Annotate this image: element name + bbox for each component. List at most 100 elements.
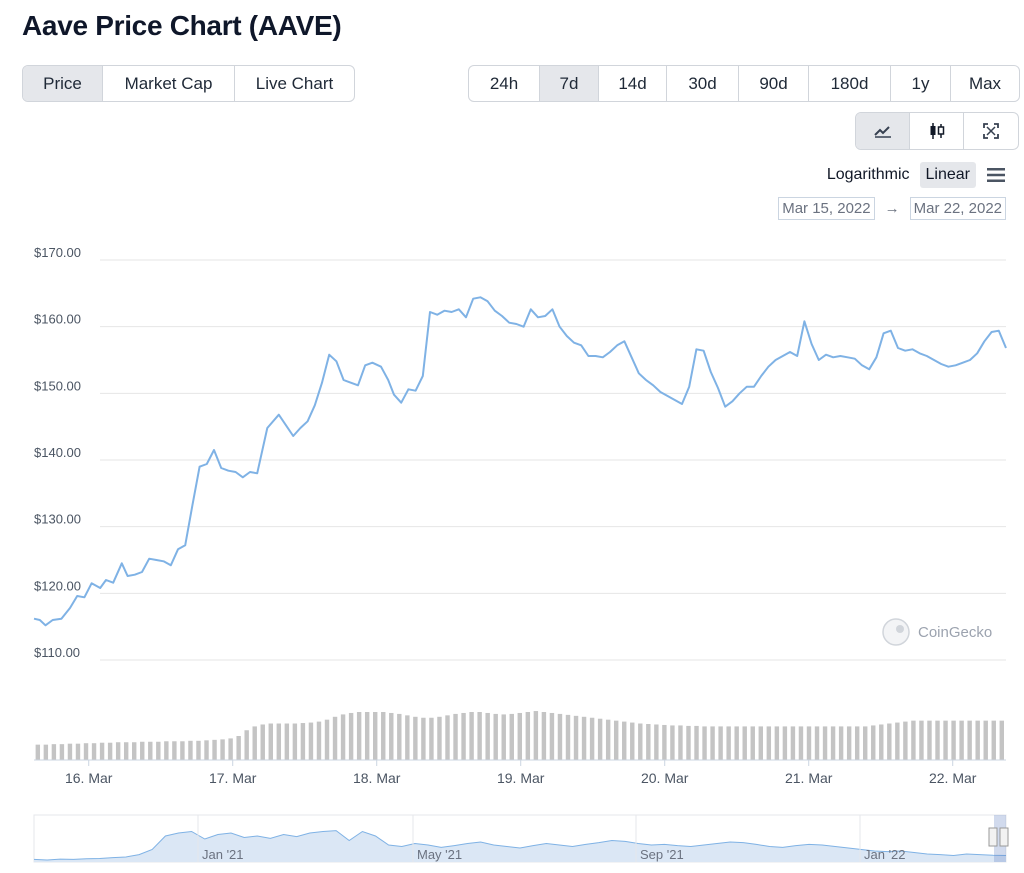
- volume-bar: [509, 713, 514, 760]
- volume-bar: [292, 723, 298, 760]
- volume-bar: [485, 712, 490, 760]
- volume-bar: [115, 742, 121, 760]
- volume-bar: [220, 739, 225, 760]
- volume-bar: [308, 722, 314, 760]
- volume-bar: [654, 724, 659, 760]
- line-chart-button[interactable]: [856, 113, 910, 149]
- volume-bar: [702, 726, 707, 760]
- volume-bar: [581, 716, 587, 760]
- volume-bar: [381, 712, 386, 760]
- volume-bar: [59, 744, 65, 760]
- x-tick-label: 19. Mar: [497, 770, 545, 786]
- volume-bar: [156, 741, 161, 760]
- range-30d[interactable]: 30d: [667, 66, 739, 101]
- volume-bar: [284, 723, 290, 760]
- volume-bar: [766, 726, 772, 760]
- volume-bar: [260, 724, 265, 760]
- volume-bar: [718, 726, 723, 760]
- date-from-input[interactable]: Mar 15, 2022: [778, 197, 875, 220]
- tab-market-cap[interactable]: Market Cap: [103, 66, 235, 101]
- volume-bar: [758, 726, 763, 760]
- watermark-label: CoinGecko: [918, 624, 992, 641]
- navigator-tick-label: Sep '21: [640, 847, 684, 862]
- volume-bar: [389, 712, 394, 760]
- volume-bar: [236, 736, 241, 760]
- volume-bar: [188, 740, 193, 760]
- y-tick-label: $120.00: [34, 578, 81, 593]
- volume-bar: [999, 720, 1004, 760]
- volume-bar: [983, 720, 988, 760]
- scale-linear[interactable]: Linear: [919, 162, 976, 188]
- navigator[interactable]: Jan '21 May '21 Sep '21 Jan '22: [33, 814, 1009, 863]
- volume-bar: [541, 712, 547, 760]
- volume-bar: [943, 720, 948, 760]
- volume-bar: [204, 740, 209, 760]
- coingecko-logo-eye: [896, 625, 904, 633]
- volume-bar: [798, 726, 804, 760]
- volume-bar: [670, 725, 675, 760]
- volume-bar: [846, 726, 852, 760]
- volume-bar: [549, 712, 555, 760]
- candlestick-button[interactable]: [910, 113, 964, 149]
- volume-bar: [172, 741, 177, 760]
- volume-bar: [790, 726, 796, 760]
- range-7d[interactable]: 7d: [540, 66, 599, 101]
- range-90d[interactable]: 90d: [739, 66, 809, 101]
- volume-bar: [405, 715, 410, 760]
- volume-bar: [694, 725, 699, 760]
- volume-bar: [605, 719, 611, 760]
- volume-bar: [75, 743, 81, 760]
- menu-icon[interactable]: [986, 167, 1006, 183]
- volume-bar: [597, 718, 603, 760]
- volume-bar: [854, 726, 860, 760]
- volume-bar: [332, 716, 338, 760]
- volume-bar: [67, 743, 73, 760]
- coingecko-logo-icon: [882, 618, 910, 646]
- range-max[interactable]: Max: [968, 73, 1002, 93]
- y-tick-label: $140.00: [34, 445, 81, 460]
- volume-bar: [879, 724, 884, 760]
- date-to-input[interactable]: Mar 22, 2022: [909, 197, 1006, 220]
- volume-bar: [421, 717, 426, 760]
- tab-live-chart[interactable]: Live Chart: [255, 73, 334, 93]
- volume-bar: [364, 712, 370, 760]
- range-14d[interactable]: 14d: [599, 66, 667, 101]
- x-tick-label: 17. Mar: [209, 770, 257, 786]
- volume-bar: [212, 739, 217, 760]
- date-range: Mar 15, 2022 → Mar 22, 2022: [778, 197, 1006, 220]
- price-series: [33, 296, 1007, 627]
- volume-bar: [951, 720, 956, 760]
- volume-bar: [774, 726, 780, 760]
- tab-price[interactable]: Price: [23, 66, 103, 101]
- x-tick-label: 18. Mar: [353, 770, 401, 786]
- volume-bar: [806, 726, 812, 760]
- volume-bar: [750, 726, 755, 760]
- volume-bar: [356, 712, 362, 760]
- volume-bar: [107, 742, 113, 760]
- navigator-handle-left: [988, 827, 998, 847]
- volume-bar: [501, 714, 506, 760]
- volume-bar: [630, 722, 635, 760]
- volume-bar: [276, 723, 282, 760]
- view-tabs: Price Market Cap Live Chart: [22, 65, 355, 102]
- volume-bar: [822, 726, 828, 760]
- fullscreen-button[interactable]: [964, 113, 1018, 149]
- navigator-area: [34, 830, 1006, 862]
- volume-bar: [244, 730, 249, 760]
- range-24h[interactable]: 24h: [469, 66, 540, 101]
- volume-bar: [726, 726, 731, 760]
- navigator-tick-label: Jan '22: [864, 847, 906, 862]
- volume-bar: [991, 720, 996, 760]
- volume-bar: [268, 723, 273, 760]
- range-180d[interactable]: 180d: [809, 66, 891, 101]
- volume-bars: [34, 711, 1006, 761]
- scale-logarithmic[interactable]: Logarithmic: [826, 166, 910, 183]
- navigator-handle-right: [999, 827, 1009, 847]
- volume-bar: [734, 726, 739, 760]
- range-1y[interactable]: 1y: [891, 66, 951, 101]
- grid-lines: [100, 259, 1006, 661]
- volume-bar: [429, 717, 434, 760]
- x-axis: 16. Mar 17. Mar 18. Mar 19. Mar 20. Mar 21. M…: [65, 760, 977, 786]
- price-chart[interactable]: $110.00 $120.00 $130.00 $140.00 $150.00 $160.…: [0, 230, 1024, 873]
- volume-bar: [887, 723, 892, 760]
